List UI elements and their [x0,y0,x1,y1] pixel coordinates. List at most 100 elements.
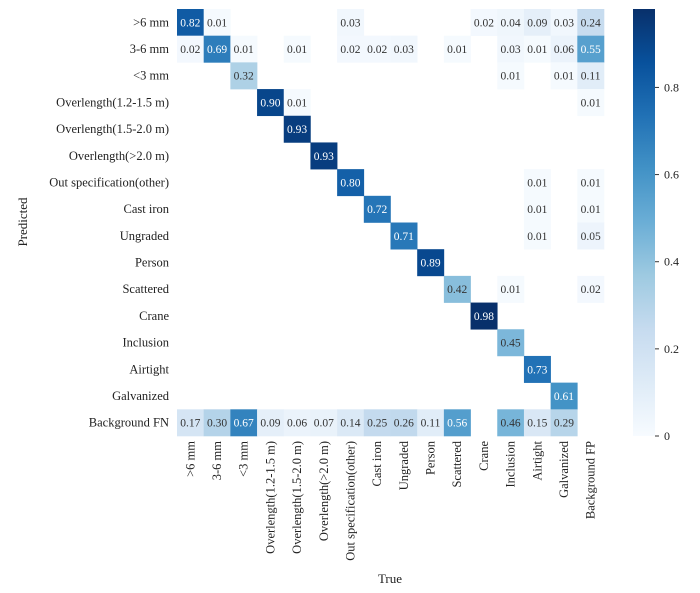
cell-value-label: 0.61 [554,391,574,403]
row-tick-label: Ungraded [120,229,170,243]
heatmap-cell [337,409,365,437]
cell-value-label: 0.73 [527,364,547,376]
cell-value-label: 0.93 [287,124,307,136]
heatmap-cell [523,35,551,63]
cell-value-label: 0.67 [234,418,254,430]
heatmap-cell [443,275,471,303]
row-tick-label: Cast iron [124,202,170,216]
heatmap-cell [577,9,605,36]
cell-value-label: 0.01 [527,177,547,189]
cell-value-label: 0.29 [554,418,574,430]
heatmap-cell [230,35,258,63]
cell-value-label: 0.01 [287,44,307,56]
cell-value-label: 0.17 [180,418,200,430]
cell-value-label: 0.55 [581,44,601,56]
heatmap-cell [337,169,365,197]
cell-value-label: 0.72 [367,204,387,216]
heatmap-cell [310,142,338,170]
heatmap-cell [550,62,578,90]
colorbar-ticks: 0 0.2 0.4 0.6 0.8 [655,80,679,443]
heatmap-cell [283,35,311,63]
cell-value-label: 0.15 [527,418,547,430]
cell-value-label: 0.02 [581,284,601,296]
colorbar-tick-label: 0.6 [664,168,679,182]
cell-value-label: 0.09 [527,17,547,29]
cell-value-label: 0.30 [207,418,227,430]
colorbar-tick-label: 0.2 [664,342,679,356]
cell-value-label: 0.03 [394,44,414,56]
cell-value-label: 0.01 [581,177,601,189]
heatmap-cell [203,409,231,437]
column-tick-label: Cast iron [370,440,384,486]
heatmap-cell [390,222,418,250]
cell-value-label: 0.82 [180,17,200,29]
cell-value-label: 0.01 [527,44,547,56]
cell-value-label: 0.05 [581,231,601,243]
row-labels: >6 mm 3-6 mm <3 mm Overlength(1.2-1.5 m) Ove… [49,15,169,429]
heatmap-cell [203,9,231,36]
cell-value-label: 0.11 [421,418,441,430]
cell-value-label: 0.11 [581,71,601,83]
row-tick-label: Crane [139,309,169,323]
heatmap-cells: 0.82 0.01 0.03 0.02 0.04 0.09 0.03 0.24 0.02 0.69… [177,9,605,437]
heatmap-cell [363,35,391,63]
heatmap-cell [523,169,551,197]
heatmap-cell [550,382,578,410]
cell-value-label: 0.02 [367,44,387,56]
heatmap-cell [523,9,551,36]
row-tick-label: Airtight [129,362,169,376]
column-tick-label: Overlength(1.2-1.5 m) [263,441,277,554]
row-tick-label: >6 mm [133,15,169,29]
column-tick-label: Person [424,440,438,475]
cell-value-label: 0.02 [474,17,494,29]
cell-value-label: 0.01 [527,231,547,243]
heatmap-cell [417,249,445,277]
cell-value-label: 0.01 [581,97,601,109]
heatmap-cell [257,409,285,437]
row-tick-label: Background FN [89,416,169,430]
heatmap-cell [523,409,551,437]
heatmap-cell [577,35,605,63]
cell-value-label: 0.01 [207,17,227,29]
cell-value-label: 0.07 [314,418,334,430]
cell-value-label: 0.09 [260,418,280,430]
heatmap-cell [577,275,605,303]
column-tick-label: Overlength(1.5-2.0 m) [290,441,304,554]
cell-value-label: 0.01 [287,97,307,109]
cell-value-label: 0.06 [554,44,574,56]
cell-value-label: 0.24 [581,17,601,29]
column-labels: >6 mm 3-6 mm <3 mm Overlength(1.2-1.5 m) Ove… [183,440,597,560]
cell-value-label: 0.01 [581,204,601,216]
heatmap-cell [577,195,605,223]
colorbar-tick-label: 0 [664,429,670,443]
heatmap-cell [523,195,551,223]
colorbar-tick-label: 0.8 [664,80,679,94]
heatmap-cell [390,35,418,63]
cell-value-label: 0.98 [474,311,494,323]
row-tick-label: Out specification(other) [49,175,169,189]
colorbar [633,9,655,436]
row-tick-label: Galvanized [112,389,170,403]
y-axis-label: Predicted [15,197,30,247]
heatmap-cell [577,222,605,250]
cell-value-label: 0.89 [420,258,440,270]
row-tick-label: Overlength(>2.0 m) [69,149,169,163]
heatmap-cell [497,9,525,36]
heatmap-cell [577,89,605,117]
row-tick-label: Person [135,256,170,270]
cell-value-label: 0.01 [554,71,574,83]
column-tick-label: Overlength(>2.0 m) [317,441,331,541]
cell-value-label: 0.80 [340,177,360,189]
heatmap-cell [230,409,258,437]
row-tick-label: 3-6 mm [130,42,170,56]
cell-value-label: 0.46 [501,418,521,430]
heatmap-cell [337,9,365,36]
cell-value-label: 0.69 [207,44,227,56]
heatmap-cell [497,275,525,303]
heatmap-cell [577,169,605,197]
column-tick-label: Inclusion [504,440,518,487]
cell-value-label: 0.56 [447,418,467,430]
heatmap-cell [230,62,258,90]
heatmap-cell [497,409,525,437]
